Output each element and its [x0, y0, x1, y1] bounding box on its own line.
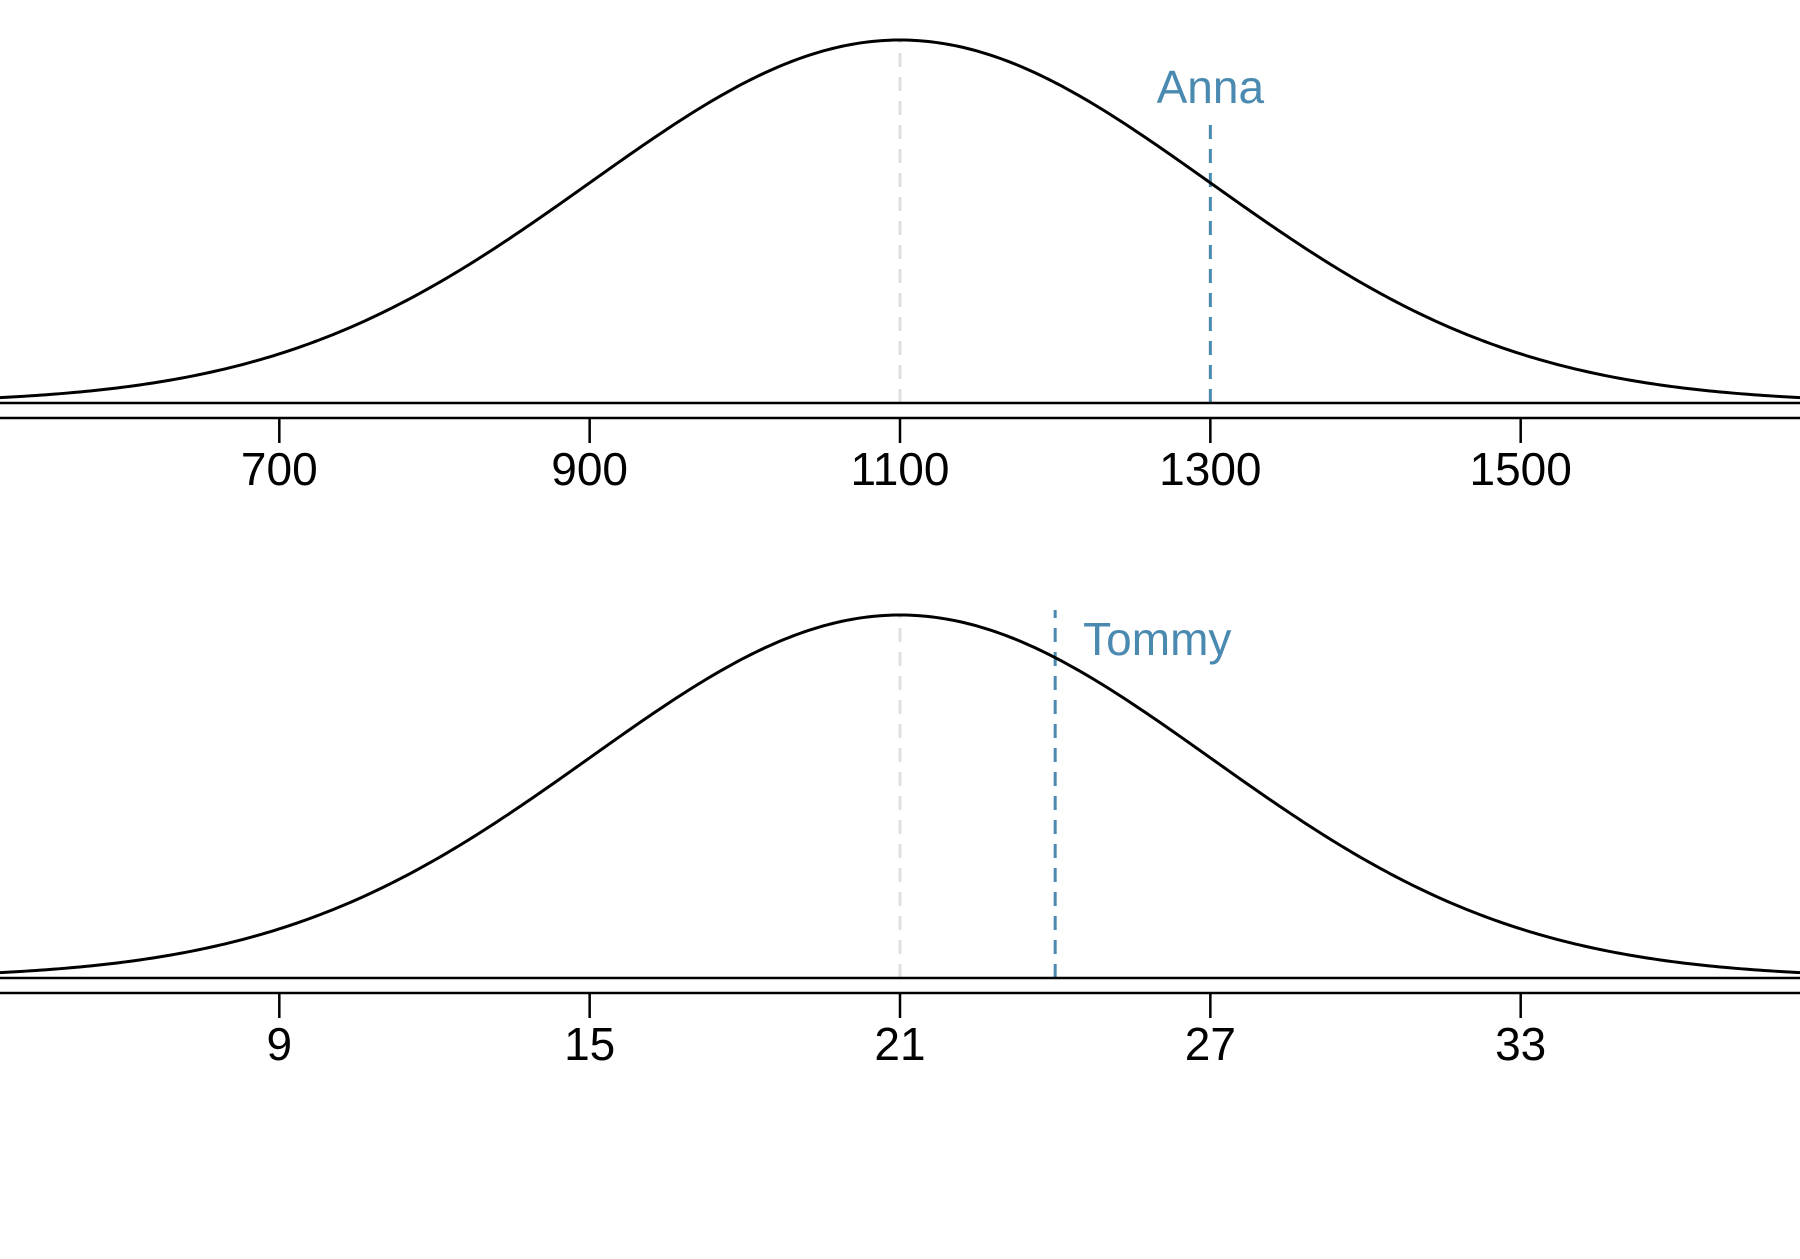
x-tick-label: 1500: [1470, 443, 1572, 495]
panel-anna: Anna 700 900 1100 1300 1500: [0, 38, 1800, 495]
x-tick-label: 1300: [1159, 443, 1261, 495]
marker-label-anna: Anna: [1157, 61, 1265, 113]
density-curve: [0, 613, 1800, 975]
density-curve: [0, 38, 1800, 400]
x-tick-label: 900: [551, 443, 628, 495]
x-tick-label: 33: [1495, 1018, 1546, 1070]
marker-label-tommy: Tommy: [1083, 613, 1231, 665]
x-tick-label: 9: [267, 1018, 293, 1070]
x-tick-label: 27: [1185, 1018, 1236, 1070]
x-tick-label: 700: [241, 443, 318, 495]
x-tick-label: 15: [564, 1018, 615, 1070]
x-tick-label: 1100: [851, 443, 950, 495]
x-tick-label: 21: [874, 1018, 925, 1070]
panel-tommy: Tommy 9 15 21 27 33: [0, 610, 1800, 1070]
